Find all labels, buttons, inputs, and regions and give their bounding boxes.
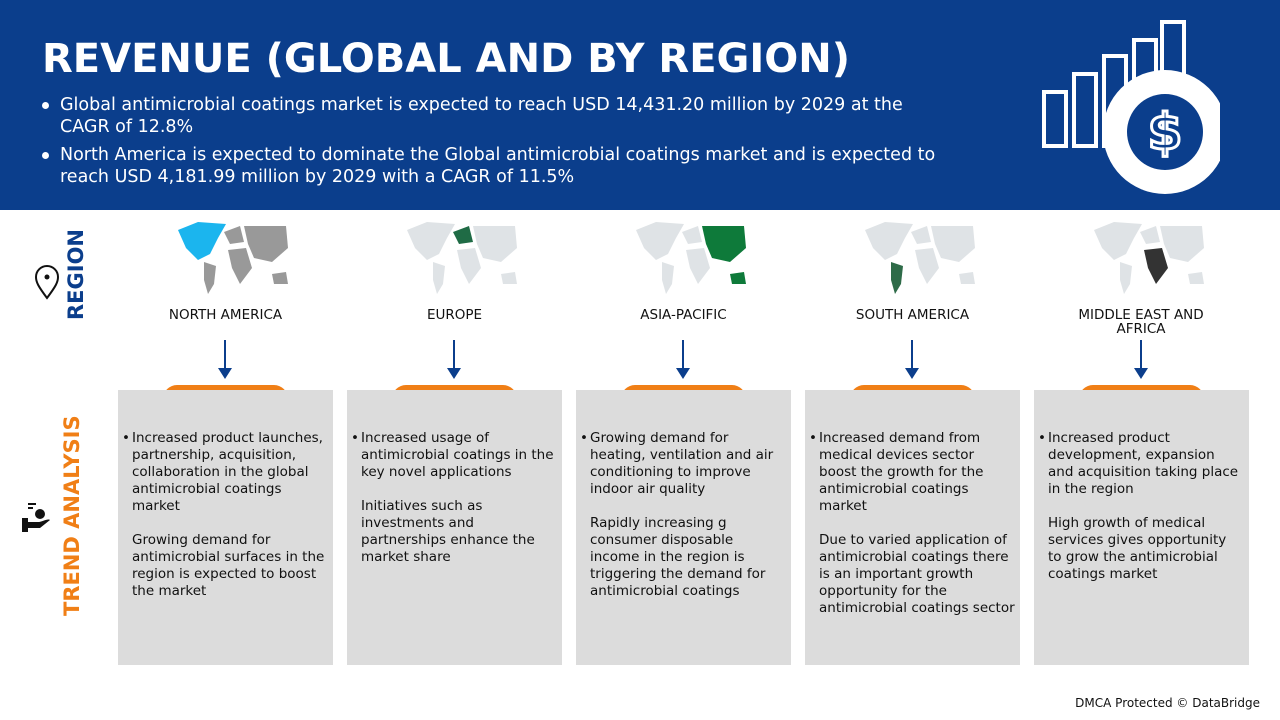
trend-point: Growing demand for heating, ventilation … [580,430,786,498]
world-map-icon [407,222,517,294]
arrow-down-icon [453,340,455,370]
arrow-down-icon [224,340,226,370]
world-map-icon [865,222,975,294]
arrowhead [447,368,461,379]
trend-point: Increased demand from medical devices se… [809,430,1015,515]
trend-point: Increased product launches, partnership,… [122,430,328,515]
world-map-icon [636,222,746,294]
region-label: EUROPE [426,307,483,323]
arrow-down-icon [1140,340,1142,370]
summary-bullets: Global antimicrobial coatings market is … [40,94,940,194]
svg-text:$: $ [1148,103,1183,161]
trend-hand-icon [22,503,50,532]
header: REVENUE (GLOBAL AND BY REGION) Global an… [0,0,1280,210]
trend-point: Growing demand for antimicrobial surface… [132,532,325,599]
arrowhead [676,368,690,379]
arrowhead [905,368,919,379]
trend-analysis-heading: TREND ANALYSIS [60,415,84,616]
arrow-down-icon [911,340,913,370]
summary-bullet: North America is expected to dominate th… [40,144,940,188]
trend-box: Increased product launches, partnership,… [118,390,333,665]
region-label: NORTH AMERICA [168,307,283,323]
arrowhead [218,368,232,379]
trend-box: Growing demand for heating, ventilation … [576,390,791,665]
world-map-icon [1094,222,1204,294]
trend-point: High growth of medical services gives op… [1048,515,1227,582]
arrow-down-icon [682,340,684,370]
location-pin-icon [34,265,60,300]
trend-box: Increased demand from medical devices se… [805,390,1020,665]
region-heading: REGION [64,229,88,320]
trend-point: Rapidly increasing g consumer disposable… [590,515,766,599]
page-title: REVENUE (GLOBAL AND BY REGION) [42,36,851,82]
trend-point: Due to varied application of antimicrobi… [819,532,1015,616]
trend-box: Increased usage of antimicrobial coating… [347,390,562,665]
summary-bullet: Global antimicrobial coatings market is … [40,94,940,138]
arrowhead [1134,368,1148,379]
footer-credit: DMCA Protected © DataBridge [1075,696,1260,710]
world-map-icon [178,222,288,294]
trend-point: Increased product development, expansion… [1038,430,1244,498]
region-label: MIDDLE EAST AND AFRICA [1078,307,1204,337]
trend-point: Increased usage of antimicrobial coating… [351,430,557,481]
trend-point: Initiatives such as investments and part… [361,498,535,565]
region-label: ASIA-PACIFIC [640,307,727,323]
bar-chart-dollar-icon: $ [1042,20,1220,194]
region-label: SOUTH AMERICA [855,307,970,323]
trend-box: Increased product development, expansion… [1034,390,1249,665]
